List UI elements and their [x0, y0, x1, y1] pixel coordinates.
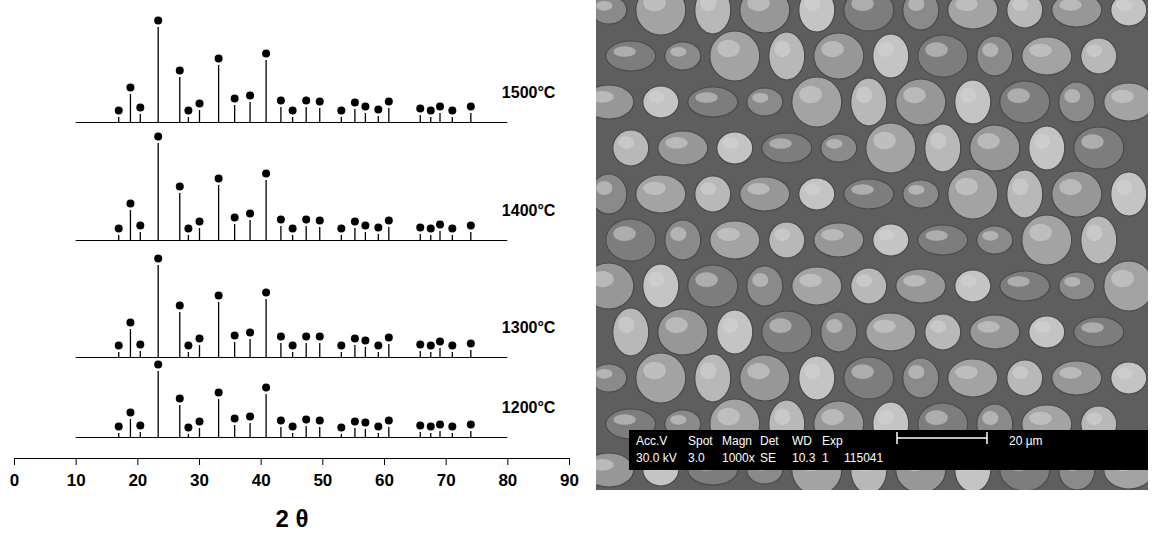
svg-text:40: 40 [252, 471, 271, 490]
svg-text:1500°C: 1500°C [502, 84, 556, 101]
svg-text:90: 90 [560, 471, 579, 490]
svg-text:SE: SE [760, 451, 776, 465]
svg-text:10: 10 [67, 471, 86, 490]
svg-text:30: 30 [190, 471, 209, 490]
svg-text:Det: Det [760, 434, 779, 448]
svg-text:2 θ: 2 θ [276, 505, 309, 532]
svg-text:70: 70 [437, 471, 456, 490]
svg-text:0: 0 [10, 471, 19, 490]
svg-text:60: 60 [375, 471, 394, 490]
svg-text:1000x: 1000x [722, 451, 755, 465]
svg-text:20: 20 [128, 471, 147, 490]
svg-text:1400°C: 1400°C [502, 202, 556, 219]
svg-text:1: 1 [822, 451, 829, 465]
svg-text:30.0 kV: 30.0 kV [636, 451, 677, 465]
svg-text:WD: WD [792, 434, 812, 448]
svg-text:Magn: Magn [722, 434, 752, 448]
svg-text:3.0: 3.0 [688, 451, 705, 465]
svg-text:80: 80 [498, 471, 517, 490]
svg-text:10.3: 10.3 [792, 451, 816, 465]
svg-text:Exp: Exp [822, 434, 843, 448]
svg-text:50: 50 [313, 471, 332, 490]
svg-text:20 µm: 20 µm [1009, 434, 1043, 448]
svg-text:1300°C: 1300°C [502, 319, 556, 336]
svg-text:Spot: Spot [688, 434, 713, 448]
svg-text:Acc.V: Acc.V [636, 434, 667, 448]
svg-text:115041: 115041 [844, 451, 883, 465]
svg-text:1200°C: 1200°C [502, 399, 556, 416]
